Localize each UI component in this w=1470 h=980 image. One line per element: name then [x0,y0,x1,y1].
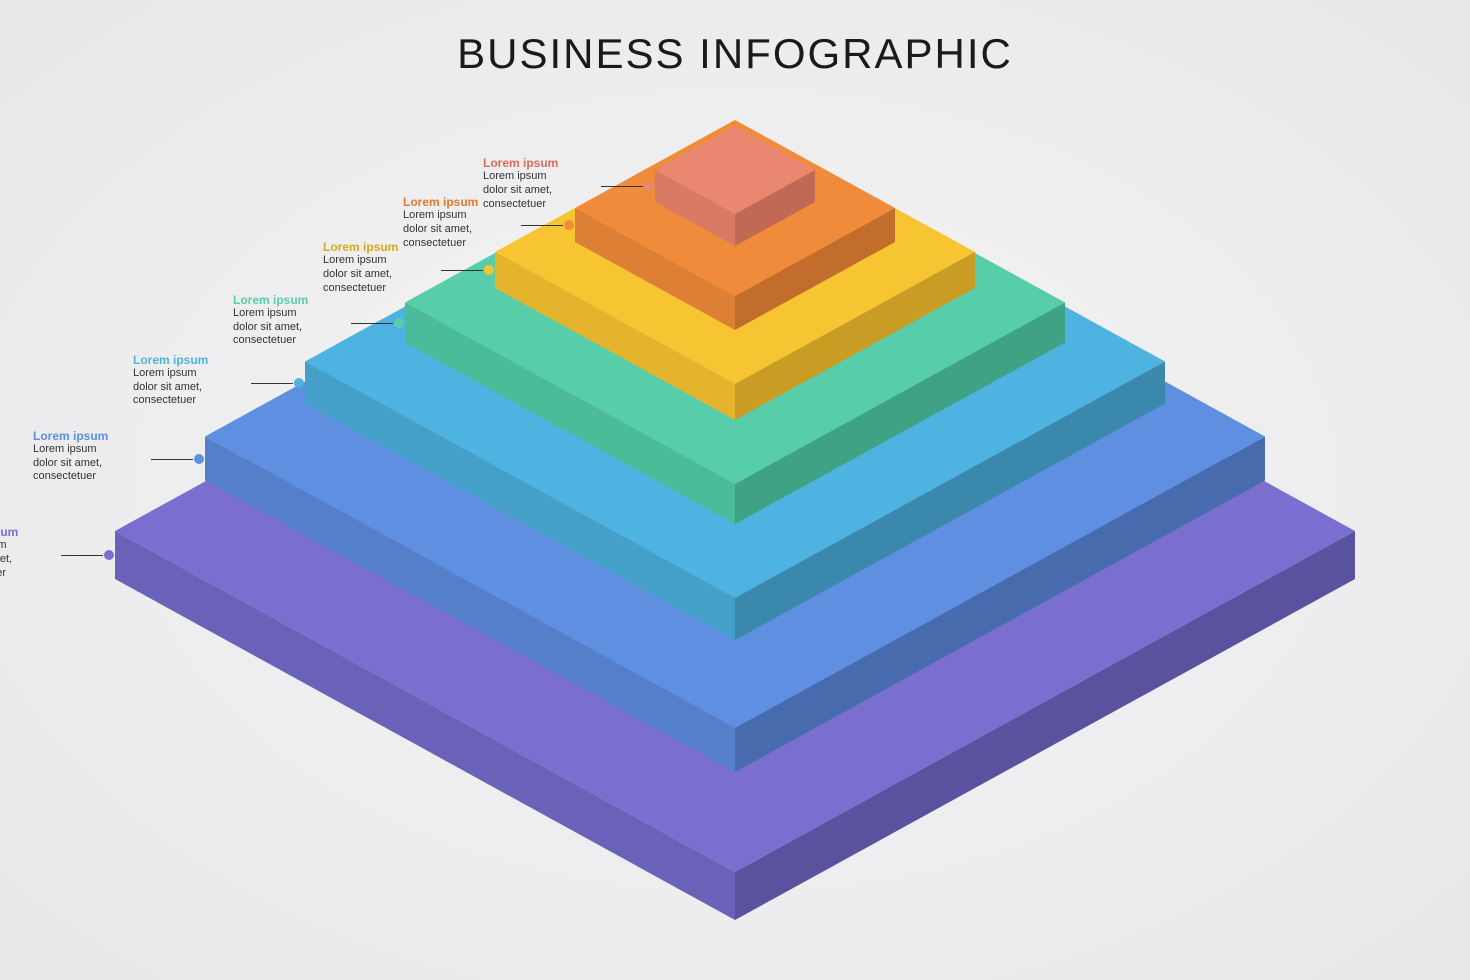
infographic-stage: BUSINESS INFOGRAPHIC Lorem ipsumLorem ip… [0,0,1470,980]
callout-line-6 [601,186,643,187]
callout-dot-3 [394,318,404,328]
callout-line-4 [441,270,483,271]
callout-body-3: Lorem ipsum dolor sit amet, consectetuer [233,307,343,348]
callout-heading-6: Lorem ipsum [483,156,593,170]
callout-3: Lorem ipsumLorem ipsum dolor sit amet, c… [233,293,343,349]
callout-0: Lorem ipsumLorem ipsum dolor sit amet, c… [0,525,53,581]
callout-body-4: Lorem ipsum dolor sit amet, consectetuer [323,254,433,295]
callout-dot-1 [194,454,204,464]
callout-heading-0: Lorem ipsum [0,525,53,539]
callout-body-2: Lorem ipsum dolor sit amet, consectetuer [133,367,243,408]
callout-dot-6 [644,181,654,191]
callout-dot-2 [294,378,304,388]
callout-heading-2: Lorem ipsum [133,353,243,367]
callout-line-0 [61,555,103,556]
callout-line-3 [351,323,393,324]
callout-2: Lorem ipsumLorem ipsum dolor sit amet, c… [133,353,243,409]
callout-body-1: Lorem ipsum dolor sit amet, consectetuer [33,443,143,484]
callout-dot-5 [564,220,574,230]
callout-heading-1: Lorem ipsum [33,429,143,443]
callout-dot-0 [104,550,114,560]
callout-6: Lorem ipsumLorem ipsum dolor sit amet, c… [483,156,593,212]
callout-line-2 [251,383,293,384]
callout-1: Lorem ipsumLorem ipsum dolor sit amet, c… [33,429,143,485]
callout-line-1 [151,459,193,460]
pyramid-layer-6 [0,0,1470,980]
callout-dot-4 [484,265,494,275]
callout-body-6: Lorem ipsum dolor sit amet, consectetuer [483,170,593,211]
callout-body-0: Lorem ipsum dolor sit amet, consectetuer [0,539,53,580]
callout-line-5 [521,225,563,226]
callout-body-5: Lorem ipsum dolor sit amet, consectetuer [403,209,513,250]
